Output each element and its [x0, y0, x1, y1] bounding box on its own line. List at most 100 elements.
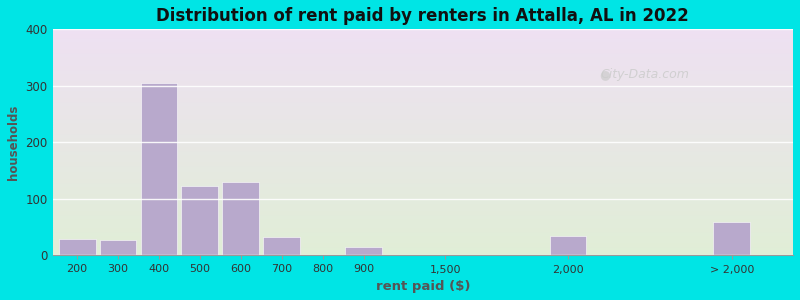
Bar: [53, 97, 793, 99]
Bar: [53, 78, 793, 80]
Bar: [53, 142, 793, 144]
Bar: [53, 99, 793, 101]
Bar: [263, 237, 300, 256]
Bar: [345, 247, 382, 256]
Bar: [53, 210, 793, 212]
Bar: [53, 208, 793, 210]
Bar: [53, 114, 793, 116]
Bar: [53, 31, 793, 33]
Bar: [53, 197, 793, 199]
Bar: [53, 186, 793, 188]
Bar: [53, 252, 793, 254]
Bar: [53, 40, 793, 43]
Bar: [53, 221, 793, 224]
Bar: [53, 65, 793, 67]
Bar: [53, 218, 793, 220]
Bar: [222, 182, 259, 256]
Bar: [53, 188, 793, 190]
Title: Distribution of rent paid by renters in Attalla, AL in 2022: Distribution of rent paid by renters in …: [157, 7, 690, 25]
Bar: [53, 59, 793, 61]
Bar: [53, 152, 793, 154]
Bar: [53, 118, 793, 120]
Bar: [53, 174, 793, 176]
Bar: [53, 52, 793, 54]
Bar: [53, 84, 793, 86]
Bar: [53, 69, 793, 71]
Bar: [53, 148, 793, 150]
Bar: [53, 108, 793, 110]
Bar: [53, 227, 793, 229]
Bar: [53, 124, 793, 125]
Bar: [53, 250, 793, 252]
Bar: [53, 180, 793, 182]
Bar: [53, 58, 793, 59]
Bar: [53, 140, 793, 142]
Bar: [53, 37, 793, 39]
Bar: [53, 238, 793, 240]
Bar: [53, 178, 793, 180]
Bar: [53, 74, 793, 77]
Bar: [53, 135, 793, 137]
Bar: [53, 224, 793, 225]
Bar: [53, 86, 793, 88]
Bar: [53, 231, 793, 233]
Bar: [53, 184, 793, 186]
Bar: [53, 244, 793, 246]
Bar: [53, 90, 793, 92]
Bar: [53, 101, 793, 103]
Bar: [53, 172, 793, 174]
Bar: [53, 105, 793, 106]
Bar: [53, 106, 793, 108]
Bar: [53, 161, 793, 163]
Text: ●: ●: [599, 68, 610, 81]
Bar: [53, 205, 793, 206]
Bar: [53, 61, 793, 63]
Bar: [53, 171, 793, 172]
Bar: [53, 50, 793, 52]
Bar: [53, 165, 793, 167]
Bar: [53, 54, 793, 56]
Bar: [53, 193, 793, 195]
Bar: [53, 195, 793, 197]
Bar: [53, 131, 793, 133]
Bar: [53, 233, 793, 235]
Bar: [53, 212, 793, 214]
Text: City-Data.com: City-Data.com: [601, 68, 690, 81]
Bar: [53, 182, 793, 184]
Bar: [53, 248, 793, 250]
Bar: [53, 71, 793, 73]
Bar: [53, 127, 793, 129]
Bar: [100, 240, 137, 256]
Bar: [53, 43, 793, 44]
Bar: [53, 110, 793, 112]
Bar: [53, 144, 793, 146]
Bar: [53, 139, 793, 140]
Bar: [53, 229, 793, 231]
Bar: [53, 242, 793, 244]
Bar: [53, 167, 793, 169]
Bar: [53, 254, 793, 256]
Bar: [53, 225, 793, 227]
Bar: [53, 125, 793, 127]
Bar: [53, 191, 793, 193]
Bar: [53, 95, 793, 97]
Bar: [53, 203, 793, 205]
Bar: [53, 156, 793, 158]
Bar: [53, 35, 793, 37]
Bar: [53, 146, 793, 148]
Bar: [182, 187, 218, 256]
Bar: [53, 82, 793, 84]
X-axis label: rent paid ($): rent paid ($): [375, 280, 470, 293]
Bar: [53, 92, 793, 93]
Bar: [53, 190, 793, 191]
Bar: [53, 206, 793, 208]
Bar: [53, 220, 793, 221]
Bar: [53, 129, 793, 131]
Bar: [53, 116, 793, 118]
Bar: [53, 44, 793, 46]
Bar: [53, 48, 793, 50]
Bar: [53, 159, 793, 161]
Bar: [53, 246, 793, 248]
Bar: [53, 237, 793, 239]
Bar: [53, 150, 793, 152]
